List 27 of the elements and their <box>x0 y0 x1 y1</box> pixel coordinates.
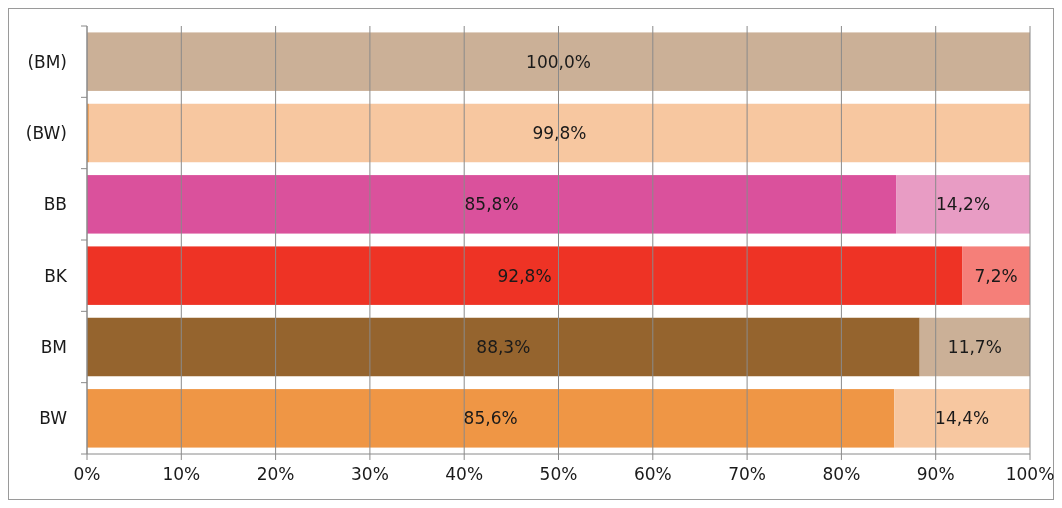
data-label: 85,6% <box>463 408 518 429</box>
data-label: 100,0% <box>526 51 591 72</box>
data-label: 99,8% <box>532 122 587 143</box>
y-tick-label: BK <box>44 265 68 286</box>
y-tick-label: (BM) <box>27 51 67 72</box>
y-tick-label: BM <box>40 336 67 357</box>
x-tick-label: 100% <box>1005 464 1055 484</box>
x-tick-label: 50% <box>539 464 578 484</box>
x-tick-label: 10% <box>162 464 201 484</box>
x-tick-label: 30% <box>351 464 389 484</box>
x-tick-label: 80% <box>822 464 861 484</box>
data-label: 85,8% <box>464 194 519 215</box>
data-label: 7,2% <box>974 265 1018 286</box>
data-label: 88,3% <box>476 336 531 357</box>
y-tick-label: (BW) <box>25 122 67 143</box>
y-tick-label: BW <box>39 408 68 429</box>
x-tick-label: 70% <box>728 464 766 484</box>
data-label: 92,8% <box>497 265 552 286</box>
x-tick-label: 60% <box>633 464 672 484</box>
data-label: 14,4% <box>935 408 990 429</box>
x-tick-label: 20% <box>256 464 295 484</box>
x-tick-label: 90% <box>916 464 955 484</box>
data-label: 14,2% <box>936 194 991 215</box>
y-tick-label: BB <box>43 194 67 215</box>
x-tick-label: 0% <box>73 464 101 484</box>
x-tick-label: 40% <box>445 464 484 484</box>
data-label: 11,7% <box>947 336 1002 357</box>
